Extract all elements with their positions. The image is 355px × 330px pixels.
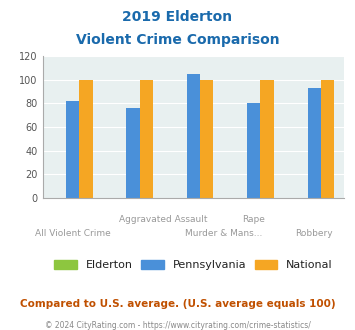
- Bar: [200, 80, 213, 198]
- Bar: [307, 88, 321, 198]
- Text: Compared to U.S. average. (U.S. average equals 100): Compared to U.S. average. (U.S. average …: [20, 299, 335, 309]
- Bar: [126, 108, 140, 198]
- Text: All Violent Crime: All Violent Crime: [35, 229, 111, 238]
- Text: Violent Crime Comparison: Violent Crime Comparison: [76, 33, 279, 47]
- Bar: [140, 80, 153, 198]
- Text: Rape: Rape: [242, 215, 265, 224]
- Bar: [261, 80, 274, 198]
- Text: © 2024 CityRating.com - https://www.cityrating.com/crime-statistics/: © 2024 CityRating.com - https://www.city…: [45, 321, 310, 330]
- Bar: [66, 101, 80, 198]
- Text: Murder & Mans...: Murder & Mans...: [185, 229, 262, 238]
- Bar: [247, 103, 261, 198]
- Bar: [187, 74, 200, 198]
- Bar: [321, 80, 334, 198]
- Text: Robbery: Robbery: [295, 229, 333, 238]
- Bar: [80, 80, 93, 198]
- Text: Aggravated Assault: Aggravated Assault: [119, 215, 208, 224]
- Text: 2019 Elderton: 2019 Elderton: [122, 10, 233, 24]
- Legend: Elderton, Pennsylvania, National: Elderton, Pennsylvania, National: [50, 255, 337, 275]
